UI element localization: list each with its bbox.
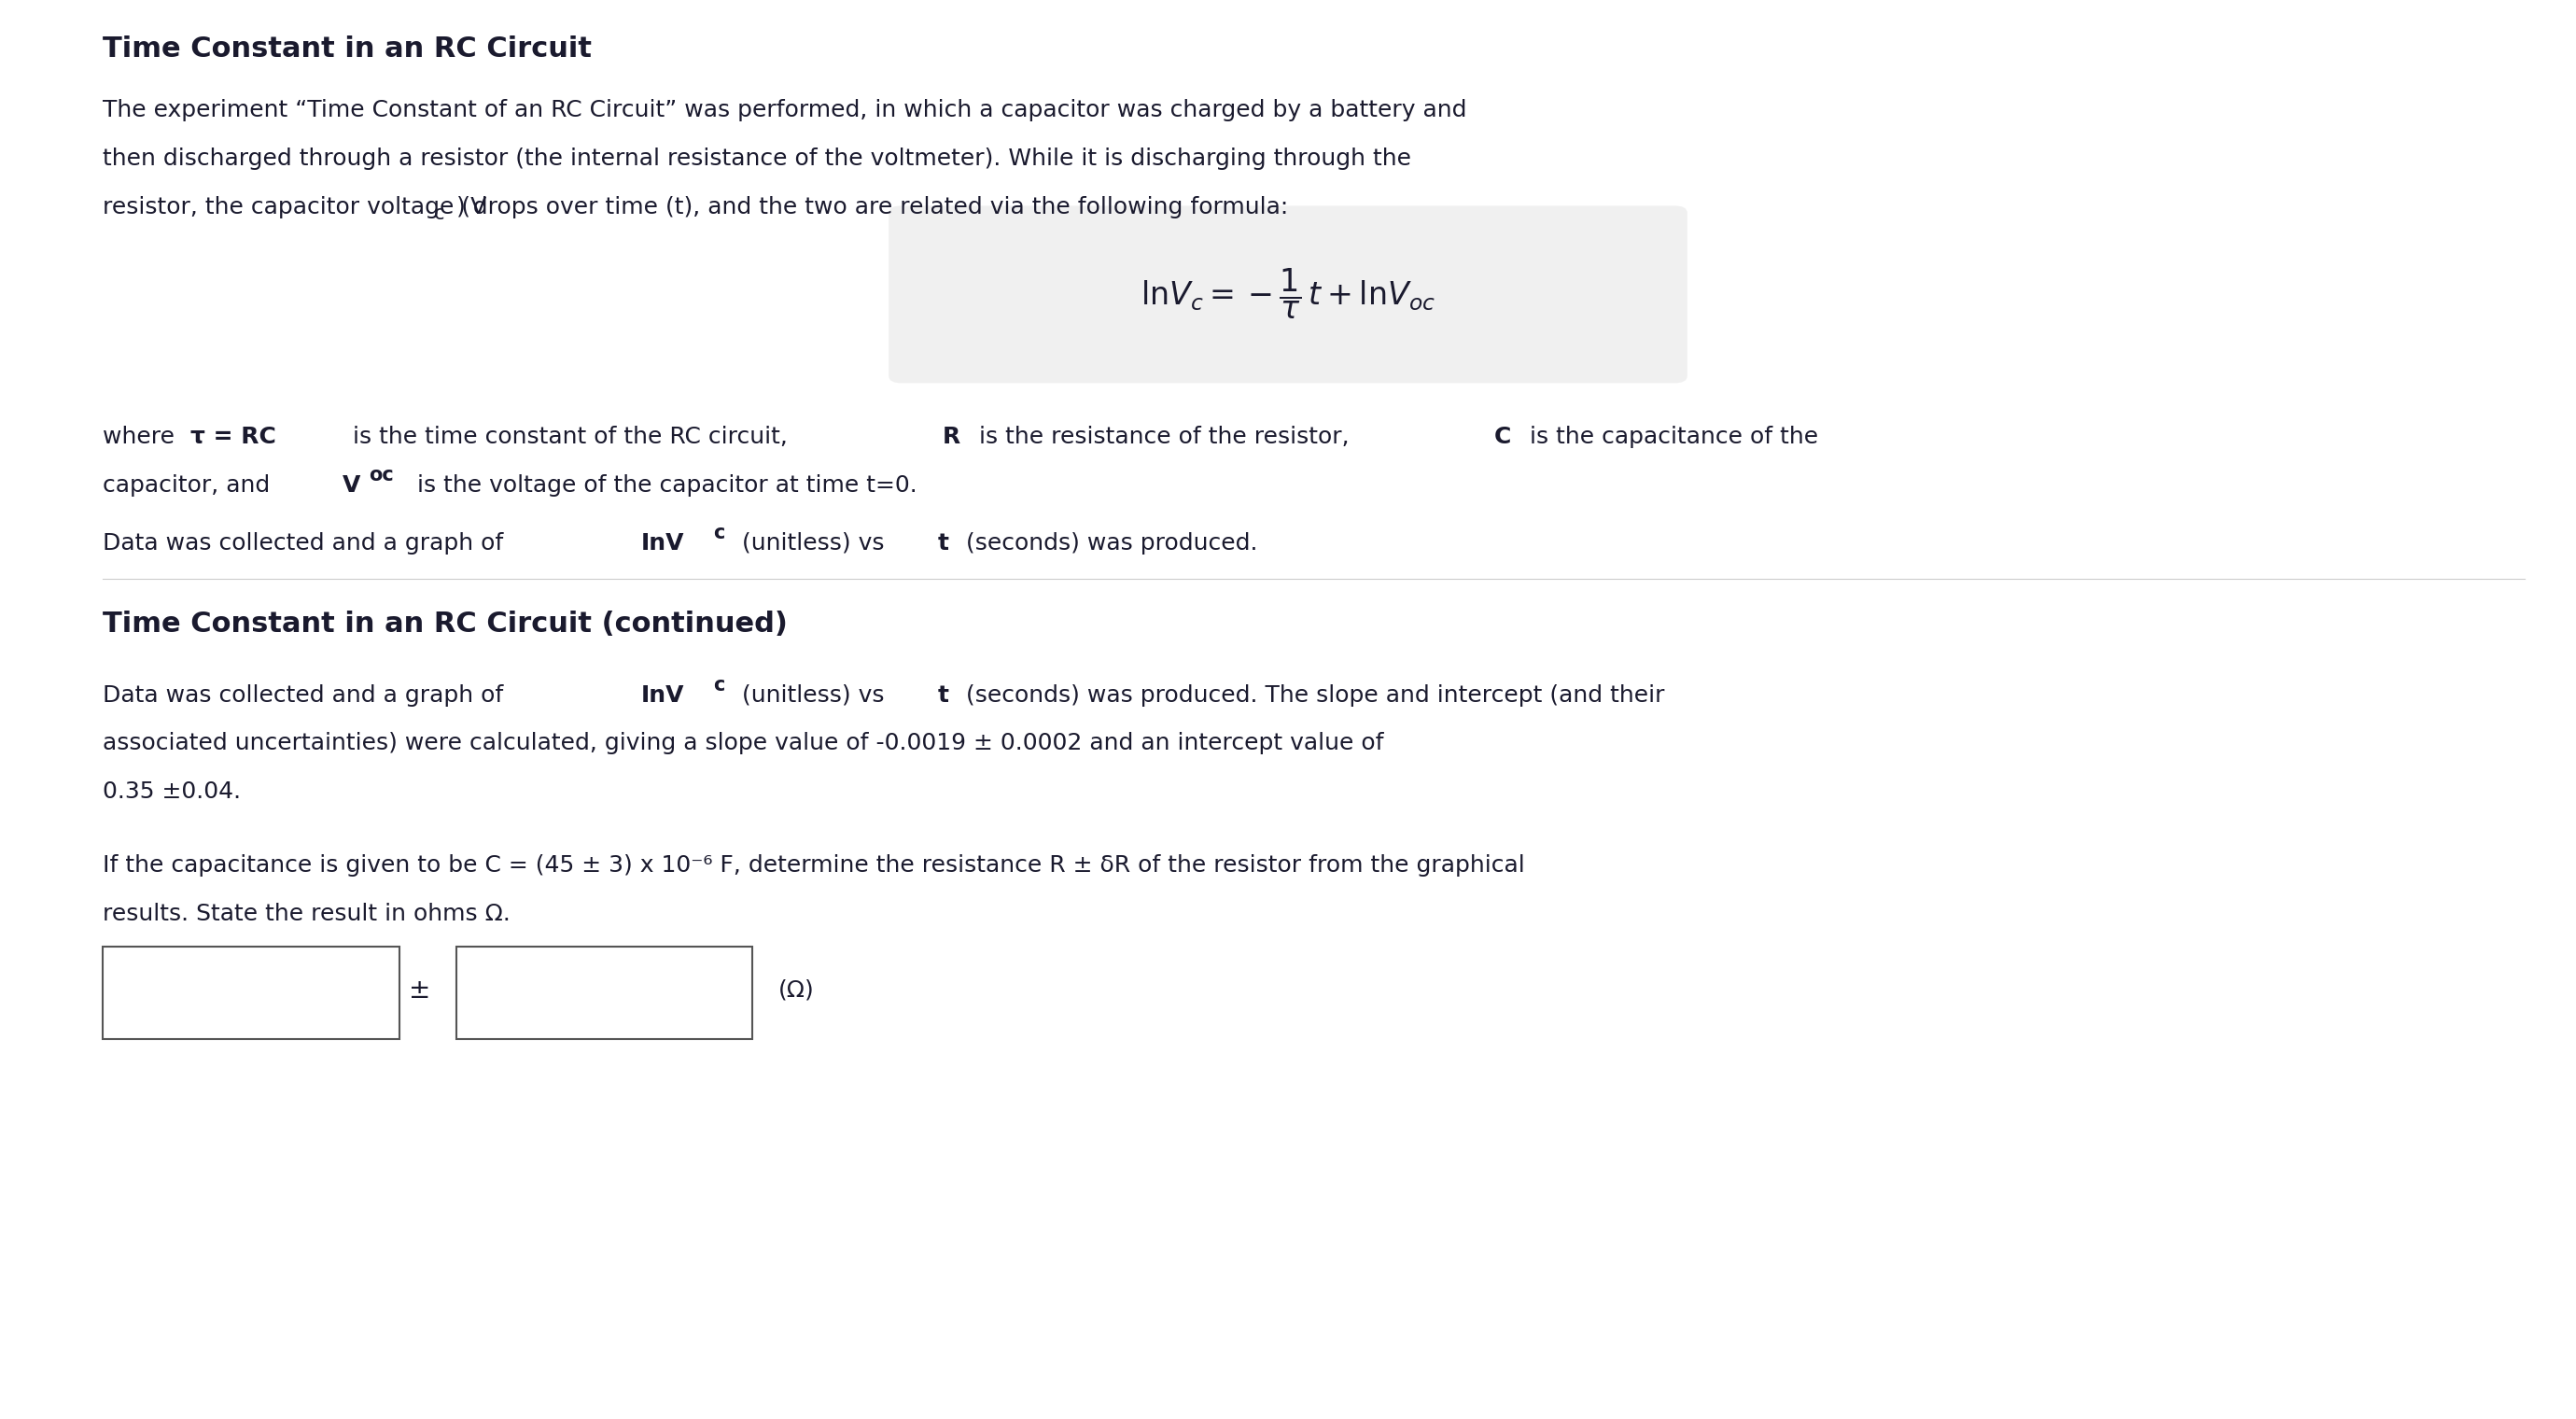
Text: (unitless) vs: (unitless) vs <box>734 532 891 555</box>
FancyBboxPatch shape <box>456 946 752 1039</box>
Text: t: t <box>938 684 948 707</box>
Text: 0.35 ±0.04.: 0.35 ±0.04. <box>103 780 242 803</box>
Text: Time Constant in an RC Circuit: Time Constant in an RC Circuit <box>103 35 592 62</box>
Text: c: c <box>433 204 446 223</box>
Text: c: c <box>714 675 724 694</box>
Text: C: C <box>1494 426 1512 448</box>
Text: If the capacitance is given to be C = (45 ± 3) x 10⁻⁶ F, determine the resistanc: If the capacitance is given to be C = (4… <box>103 854 1525 877</box>
Text: is the voltage of the capacitor at time t=0.: is the voltage of the capacitor at time … <box>410 474 917 497</box>
Text: t: t <box>938 532 948 555</box>
FancyBboxPatch shape <box>103 946 399 1039</box>
Text: is the resistance of the resistor,: is the resistance of the resistor, <box>971 426 1358 448</box>
Text: oc: oc <box>368 465 394 484</box>
Text: is the time constant of the RC circuit,: is the time constant of the RC circuit, <box>337 426 793 448</box>
Text: capacitor, and: capacitor, and <box>103 474 278 497</box>
Text: The experiment “Time Constant of an RC Circuit” was performed, in which a capaci: The experiment “Time Constant of an RC C… <box>103 99 1468 122</box>
Text: is the capacitance of the: is the capacitance of the <box>1522 426 1819 448</box>
Text: InV: InV <box>641 684 685 707</box>
Text: ±: ± <box>410 978 430 1003</box>
Text: then discharged through a resistor (the internal resistance of the voltmeter). W: then discharged through a resistor (the … <box>103 148 1412 170</box>
Text: InV: InV <box>641 532 685 555</box>
Text: where: where <box>103 426 183 448</box>
Text: (seconds) was produced.: (seconds) was produced. <box>958 532 1257 555</box>
Text: associated uncertainties) were calculated, giving a slope value of -0.0019 ± 0.0: associated uncertainties) were calculate… <box>103 732 1383 755</box>
Text: R: R <box>943 426 961 448</box>
Text: (unitless) vs: (unitless) vs <box>734 684 891 707</box>
Text: (seconds) was produced. The slope and intercept (and their: (seconds) was produced. The slope and in… <box>958 684 1664 707</box>
Text: V: V <box>343 474 361 497</box>
Text: results. State the result in ohms Ω.: results. State the result in ohms Ω. <box>103 902 510 925</box>
Text: $\mathrm{ln}V_c = -\dfrac{1}{\tau}\,t + \mathrm{ln}V_{oc}$: $\mathrm{ln}V_c = -\dfrac{1}{\tau}\,t + … <box>1141 267 1435 321</box>
Text: resistor, the capacitor voltage (V: resistor, the capacitor voltage (V <box>103 196 487 219</box>
Text: Time Constant in an RC Circuit (continued): Time Constant in an RC Circuit (continue… <box>103 610 788 637</box>
Text: c: c <box>714 524 724 542</box>
Text: (Ω): (Ω) <box>778 979 814 1002</box>
Text: Data was collected and a graph of: Data was collected and a graph of <box>103 684 510 707</box>
FancyBboxPatch shape <box>889 206 1687 383</box>
Text: ) drops over time (t), and the two are related via the following formula:: ) drops over time (t), and the two are r… <box>456 196 1288 219</box>
Text: τ = RC: τ = RC <box>191 426 276 448</box>
Text: Data was collected and a graph of: Data was collected and a graph of <box>103 532 510 555</box>
